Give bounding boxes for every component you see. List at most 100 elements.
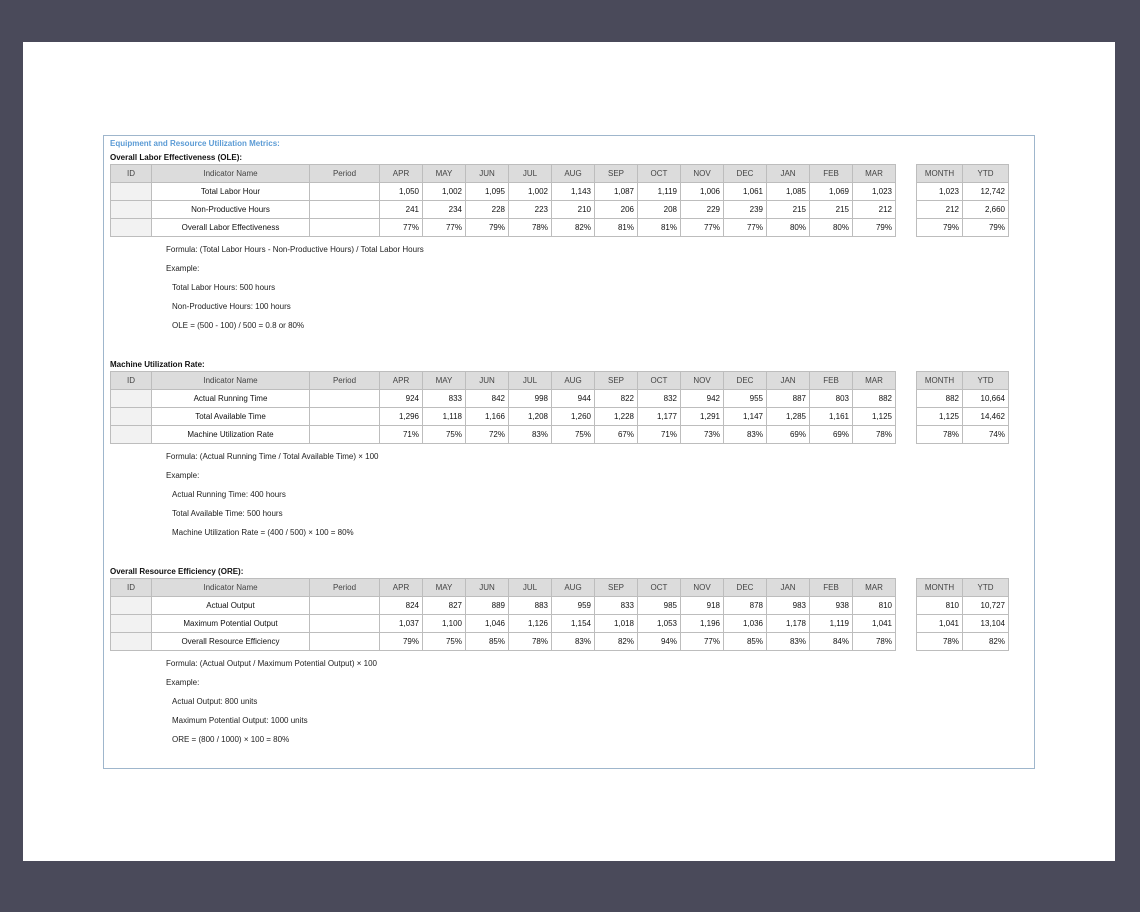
month-header: JUL <box>508 578 552 597</box>
month-header: JAN <box>766 164 810 183</box>
value-cell: 77% <box>680 632 724 651</box>
month-header: MAR <box>852 371 896 390</box>
value-cell: 73% <box>680 425 724 444</box>
document-title: Equipment and Resource Utilization Metri… <box>110 139 280 148</box>
summary-table: MONTH YTD 810 10,727 1,041 13,104 78% 82% <box>916 578 1009 651</box>
value-cell: 1,119 <box>809 614 853 633</box>
value-cell: 83% <box>508 425 552 444</box>
value-cell: 78% <box>852 632 896 651</box>
month-header: DEC <box>723 578 767 597</box>
month-header: SEP <box>594 578 638 597</box>
value-cell: 1,006 <box>680 182 724 201</box>
table-row: 78% 74% <box>916 425 1009 444</box>
id-cell <box>110 425 152 444</box>
value-cell: 827 <box>422 596 466 615</box>
header-row: ID Indicator Name Period APR MAY JUN JUL AUG SEP… <box>110 578 896 597</box>
value-cell: 77% <box>422 218 466 237</box>
month-header: DEC <box>723 371 767 390</box>
value-cell: 81% <box>594 218 638 237</box>
table-row: Overall Labor Effectiveness 77% 77% 79% 78% 8… <box>110 218 896 237</box>
indicator-name-cell: Machine Utilization Rate <box>151 425 310 444</box>
value-cell: 1,100 <box>422 614 466 633</box>
month-header: NOV <box>680 371 724 390</box>
indicator-name-cell: Non-Productive Hours <box>151 200 310 219</box>
document-page: Equipment and Resource Utilization Metri… <box>23 42 1115 861</box>
value-cell: 842 <box>465 389 509 408</box>
period-cell <box>309 614 380 633</box>
month-header: JUL <box>508 371 552 390</box>
period-cell <box>309 596 380 615</box>
value-cell: 79% <box>465 218 509 237</box>
value-cell: 1,061 <box>723 182 767 201</box>
table-row: 882 10,664 <box>916 389 1009 408</box>
month-header: DEC <box>723 164 767 183</box>
value-cell: 212 <box>852 200 896 219</box>
value-cell: 985 <box>637 596 681 615</box>
value-cell: 1,053 <box>637 614 681 633</box>
formula-text: Formula: (Actual Running Time / Total Av… <box>166 452 379 461</box>
value-cell: 955 <box>723 389 767 408</box>
example-line: Machine Utilization Rate = (400 / 500) ×… <box>172 528 354 537</box>
value-cell: 77% <box>379 218 423 237</box>
value-cell: 1,037 <box>379 614 423 633</box>
value-cell: 80% <box>809 218 853 237</box>
month-header: JUL <box>508 164 552 183</box>
header-row: MONTH YTD <box>916 371 1009 390</box>
period-cell <box>309 425 380 444</box>
month-header: APR <box>379 164 423 183</box>
ytd-cell: 2,660 <box>962 200 1009 219</box>
indicator-name-cell: Actual Output <box>151 596 310 615</box>
value-cell: 1,119 <box>637 182 681 201</box>
value-cell: 1,143 <box>551 182 595 201</box>
value-cell: 84% <box>809 632 853 651</box>
month-header: SEP <box>594 371 638 390</box>
value-cell: 71% <box>637 425 681 444</box>
value-cell: 78% <box>852 425 896 444</box>
id-header: ID <box>110 371 152 390</box>
value-cell: 75% <box>551 425 595 444</box>
month-header: JAN <box>766 371 810 390</box>
metric-table: ID Indicator Name Period APR MAY JUN JUL AUG SEP… <box>110 164 896 237</box>
header-row: MONTH YTD <box>916 578 1009 597</box>
month-header: OCT <box>637 164 681 183</box>
ytd-cell: 10,727 <box>962 596 1009 615</box>
value-cell: 1,208 <box>508 407 552 426</box>
value-cell: 77% <box>723 218 767 237</box>
example-line: Maximum Potential Output: 1000 units <box>172 716 308 725</box>
value-cell: 942 <box>680 389 724 408</box>
value-cell: 75% <box>422 632 466 651</box>
value-cell: 1,002 <box>508 182 552 201</box>
value-cell: 998 <box>508 389 552 408</box>
month-total-cell: 212 <box>916 200 963 219</box>
ytd-cell: 10,664 <box>962 389 1009 408</box>
value-cell: 1,087 <box>594 182 638 201</box>
value-cell: 924 <box>379 389 423 408</box>
section-title: Machine Utilization Rate: <box>110 360 205 369</box>
value-cell: 1,166 <box>465 407 509 426</box>
table-row: 212 2,660 <box>916 200 1009 219</box>
month-header: SEP <box>594 164 638 183</box>
value-cell: 1,036 <box>723 614 767 633</box>
month-header: OCT <box>637 371 681 390</box>
value-cell: 959 <box>551 596 595 615</box>
value-cell: 69% <box>809 425 853 444</box>
example-line: Actual Running Time: 400 hours <box>172 490 286 499</box>
formula-notes: Formula: (Actual Running Time / Total Av… <box>166 447 378 542</box>
value-cell: 1,050 <box>379 182 423 201</box>
value-cell: 69% <box>766 425 810 444</box>
value-cell: 206 <box>594 200 638 219</box>
ytd-cell: 82% <box>962 632 1009 651</box>
month-header: MAY <box>422 578 466 597</box>
month-header: JUN <box>465 578 509 597</box>
value-cell: 1,002 <box>422 182 466 201</box>
month-header: AUG <box>551 164 595 183</box>
indicator-name-header: Indicator Name <box>151 371 310 390</box>
value-cell: 215 <box>766 200 810 219</box>
value-cell: 79% <box>852 218 896 237</box>
id-cell <box>110 614 152 633</box>
period-header: Period <box>309 164 380 183</box>
value-cell: 228 <box>465 200 509 219</box>
value-cell: 1,291 <box>680 407 724 426</box>
period-cell <box>309 218 380 237</box>
value-cell: 803 <box>809 389 853 408</box>
